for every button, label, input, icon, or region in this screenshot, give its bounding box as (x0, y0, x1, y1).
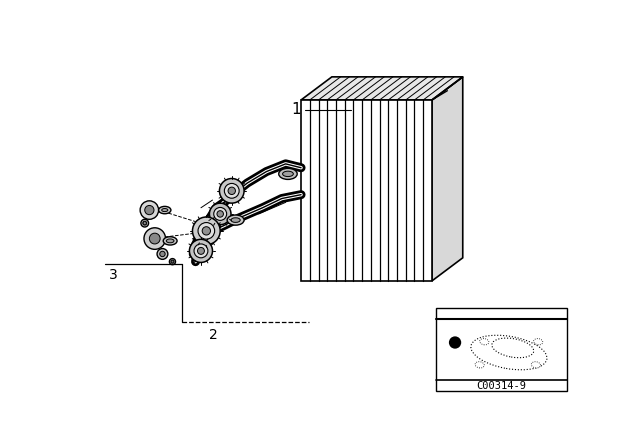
Ellipse shape (162, 208, 168, 211)
Polygon shape (301, 100, 432, 281)
Circle shape (198, 247, 204, 254)
Text: 2: 2 (209, 328, 218, 342)
Circle shape (145, 206, 154, 215)
Text: 3: 3 (109, 268, 117, 282)
Ellipse shape (471, 335, 547, 370)
Circle shape (171, 260, 174, 263)
Ellipse shape (231, 218, 240, 222)
FancyBboxPatch shape (436, 308, 566, 391)
Circle shape (225, 183, 239, 198)
Ellipse shape (480, 339, 489, 345)
Ellipse shape (279, 168, 297, 179)
Circle shape (143, 222, 147, 225)
Circle shape (141, 220, 148, 227)
Ellipse shape (163, 237, 177, 245)
Polygon shape (301, 77, 463, 100)
Circle shape (214, 207, 227, 220)
Ellipse shape (531, 362, 541, 368)
Circle shape (202, 227, 211, 235)
Ellipse shape (492, 338, 534, 358)
Circle shape (143, 221, 147, 225)
Ellipse shape (166, 239, 174, 243)
Polygon shape (432, 77, 463, 281)
Circle shape (193, 217, 220, 245)
Circle shape (209, 203, 231, 225)
Circle shape (149, 233, 160, 244)
Circle shape (198, 223, 214, 239)
Text: C00314-9: C00314-9 (476, 381, 526, 391)
Ellipse shape (534, 339, 543, 345)
Circle shape (217, 211, 223, 217)
Circle shape (140, 201, 159, 220)
Circle shape (194, 244, 208, 258)
Ellipse shape (283, 171, 293, 177)
Circle shape (170, 258, 175, 265)
Circle shape (160, 251, 165, 257)
Circle shape (157, 249, 168, 259)
Text: 1: 1 (291, 103, 301, 117)
Ellipse shape (227, 215, 244, 225)
Circle shape (228, 187, 236, 194)
Circle shape (449, 336, 461, 349)
Circle shape (144, 228, 166, 250)
Ellipse shape (159, 207, 171, 214)
Ellipse shape (475, 362, 484, 368)
Circle shape (172, 260, 173, 263)
Circle shape (220, 178, 244, 203)
Circle shape (189, 239, 212, 263)
